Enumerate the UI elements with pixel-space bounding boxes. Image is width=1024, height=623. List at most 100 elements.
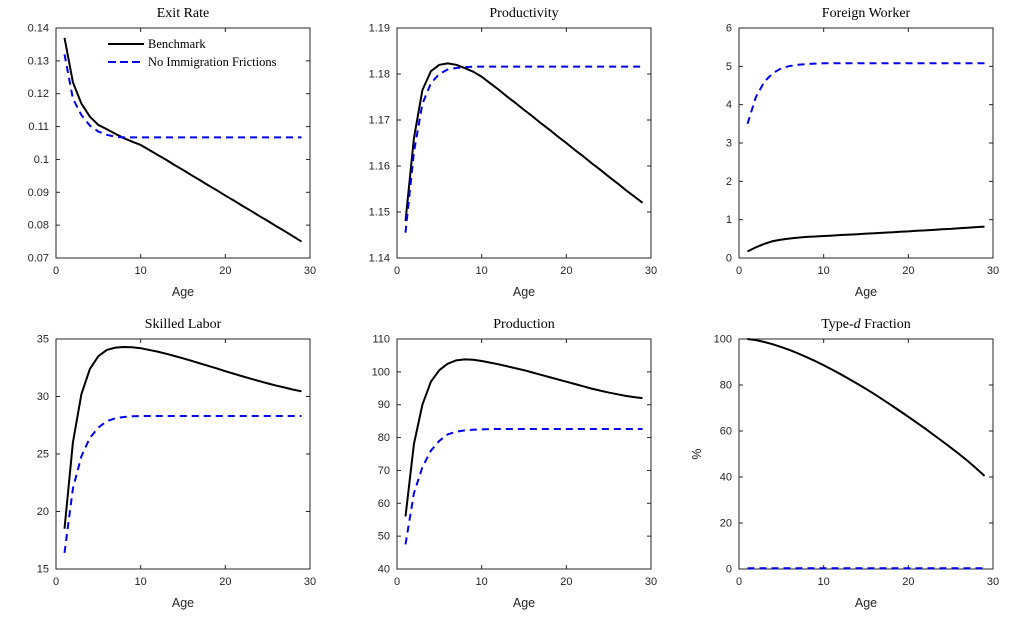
y-tick-label: 35	[37, 334, 49, 346]
chart-skilled-labor: 0 10 20 30 15 20 25 30 35 Skilled Labor Age	[0, 311, 341, 623]
y-tick-label: 0	[726, 253, 732, 265]
x-tick-label: 20	[560, 576, 572, 588]
y-tick-label: 50	[378, 531, 390, 543]
chart-canvas: 0 10 20 30 0.07 0.08 0.09 0.1 0.11 0.12 0.13 0.14 Ex…	[28, 6, 317, 299]
y-tick-label: 6	[726, 23, 732, 35]
x-axis-label: Age	[855, 596, 877, 610]
y-tick-label: 20	[37, 506, 49, 518]
series-no-immigration-frictions	[63, 415, 302, 554]
plot-box	[396, 338, 652, 570]
x-tick-label: 30	[645, 576, 657, 588]
y-tick-label: 110	[372, 334, 390, 346]
chart-canvas: 0 10 20 30 1.14 1.15 1.16 1.17 1.18 1.19 Productiv…	[369, 6, 658, 299]
x-tick-label: 30	[987, 265, 999, 277]
chart-title: Productivity	[489, 6, 558, 21]
y-tick-label: 0.13	[28, 55, 49, 67]
chart-production: 0 10 20 30 40 50 60 70 80 90 100 110 Production Age	[341, 311, 683, 623]
y-tick-label: 0.09	[28, 187, 49, 199]
series-benchmark	[747, 338, 986, 477]
x-tick-label: 10	[476, 576, 488, 588]
series-benchmark	[404, 62, 644, 222]
y-axis-label: %	[690, 448, 704, 459]
series-benchmark	[404, 358, 643, 517]
series-benchmark	[63, 37, 303, 243]
x-tick-label: 10	[135, 265, 147, 277]
chart-exit-rate: 0 10 20 30 0.07 0.08 0.09 0.1 0.11 0.12 0.13 0.14 Ex…	[0, 0, 341, 311]
chart-canvas: 0 10 20 30 0 1 2 3 4 5 6 Foreign Worker Age	[726, 6, 999, 299]
x-tick-label: 0	[394, 265, 400, 277]
y-tick-label: 2	[726, 176, 732, 188]
series-no-immigration-frictions	[404, 428, 643, 545]
series-benchmark	[747, 225, 985, 253]
x-tick-label: 0	[53, 576, 59, 588]
y-tick-label: 0.14	[28, 23, 49, 35]
x-axis-label: Age	[172, 596, 194, 610]
y-tick-label: 30	[37, 391, 49, 403]
y-tick-label: 4	[726, 99, 732, 111]
y-tick-label: 1.17	[369, 115, 390, 127]
plot-box	[55, 338, 311, 570]
series-no-immigration-frictions	[404, 65, 643, 233]
chart-productivity: 0 10 20 30 1.14 1.15 1.16 1.17 1.18 1.19 Productiv…	[341, 0, 683, 311]
y-tick-label: 1.19	[369, 23, 390, 35]
y-tick-label: 1	[726, 214, 732, 226]
y-tick-label: 70	[378, 465, 390, 477]
plot-box	[55, 27, 311, 259]
x-tick-label: 20	[902, 576, 914, 588]
x-tick-label: 10	[476, 265, 488, 277]
chart-title: Type-d Fraction	[821, 317, 911, 332]
chart-title: Production	[493, 317, 554, 332]
y-tick-label: 0.08	[28, 220, 49, 232]
plot-box	[738, 27, 994, 259]
plot-box	[396, 27, 652, 259]
y-tick-label: 90	[378, 399, 390, 411]
x-axis-label: Age	[172, 285, 194, 299]
y-tick-label: 25	[37, 449, 49, 461]
chart-canvas: 0 10 20 30 40 50 60 70 80 90 100 110 Production Age	[372, 317, 657, 610]
x-tick-label: 20	[219, 576, 231, 588]
x-tick-label: 30	[304, 576, 316, 588]
y-tick-label: 60	[720, 426, 732, 438]
x-tick-label: 10	[818, 576, 830, 588]
chart-canvas: 0 10 20 30 0 20 40 60 80 100 Type-d Fraction Age%	[690, 317, 999, 610]
x-tick-label: 0	[736, 576, 742, 588]
series-no-immigration-frictions	[746, 62, 985, 125]
y-tick-label: 5	[726, 61, 732, 73]
x-axis-label: Age	[513, 596, 535, 610]
y-tick-label: 40	[378, 564, 390, 576]
legend-label: No Immigration Frictions	[148, 55, 277, 69]
x-axis-label: Age	[513, 285, 535, 299]
y-tick-label: 1.18	[369, 69, 390, 81]
y-tick-label: 20	[720, 518, 732, 530]
x-axis-label: Age	[855, 285, 877, 299]
y-tick-label: 40	[720, 472, 732, 484]
y-tick-label: 0	[726, 564, 732, 576]
x-tick-label: 0	[394, 576, 400, 588]
y-tick-label: 0.11	[28, 121, 49, 133]
y-tick-label: 80	[720, 380, 732, 392]
x-tick-label: 30	[645, 265, 657, 277]
y-tick-label: 1.15	[369, 207, 390, 219]
x-tick-label: 0	[736, 265, 742, 277]
legend-label: Benchmark	[148, 37, 206, 51]
y-tick-label: 1.16	[369, 161, 390, 173]
y-tick-label: 15	[37, 564, 49, 576]
x-tick-label: 20	[560, 265, 572, 277]
chart-title: Exit Rate	[157, 6, 210, 21]
chart-title: Skilled Labor	[145, 317, 222, 332]
y-tick-label: 0.1	[34, 154, 49, 166]
y-tick-label: 3	[726, 138, 732, 150]
plot-box	[738, 338, 994, 570]
x-tick-label: 20	[902, 265, 914, 277]
x-tick-label: 10	[135, 576, 147, 588]
y-tick-label: 0.07	[28, 253, 49, 265]
chart-type-d-fraction: 0 10 20 30 0 20 40 60 80 100 Type-d Fraction Age%	[683, 311, 1024, 623]
y-tick-label: 80	[378, 432, 390, 444]
x-tick-label: 30	[304, 265, 316, 277]
x-tick-label: 20	[219, 265, 231, 277]
x-tick-label: 30	[987, 576, 999, 588]
y-tick-label: 60	[378, 498, 390, 510]
x-tick-label: 10	[818, 265, 830, 277]
y-tick-label: 0.12	[28, 88, 49, 100]
